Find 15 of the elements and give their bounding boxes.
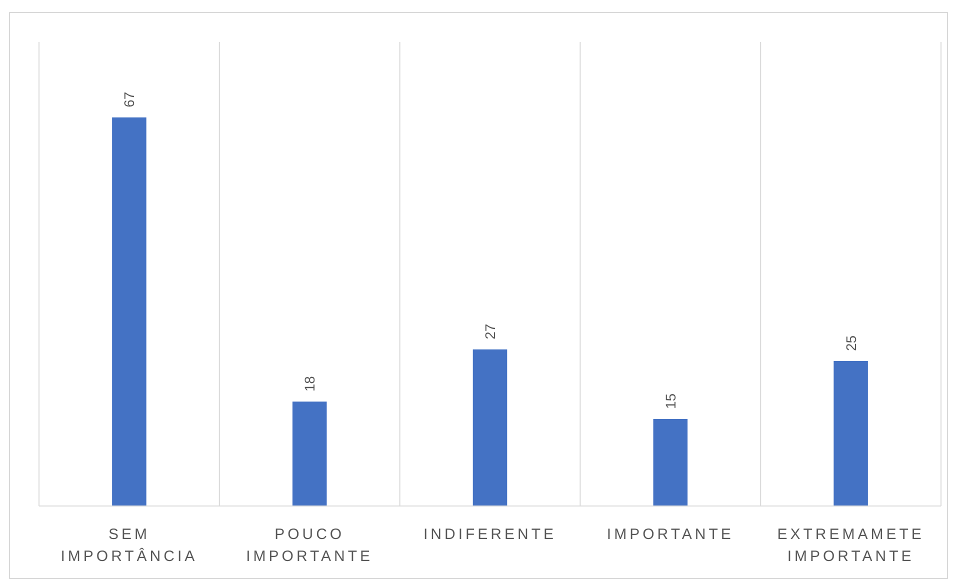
data-label: 15 (662, 393, 678, 409)
x-tick-label: IMPORTANTE (606, 526, 734, 543)
data-label: 25 (842, 335, 859, 351)
bar (292, 402, 327, 506)
data-label: 18 (302, 376, 318, 392)
bar (834, 361, 868, 506)
x-tick-label: EXTREMAMETE IMPORTANTE (777, 526, 924, 565)
bar (472, 349, 508, 506)
bar (653, 419, 688, 506)
x-tick-label: INDIFERENTE (423, 526, 557, 543)
bar (112, 117, 146, 506)
x-tick-label: POUCO IMPORTANTE (246, 526, 374, 565)
x-tick-label: SEM IMPORTÂNCIA (60, 526, 198, 565)
data-label: 67 (121, 92, 138, 108)
data-label: 27 (482, 324, 498, 340)
